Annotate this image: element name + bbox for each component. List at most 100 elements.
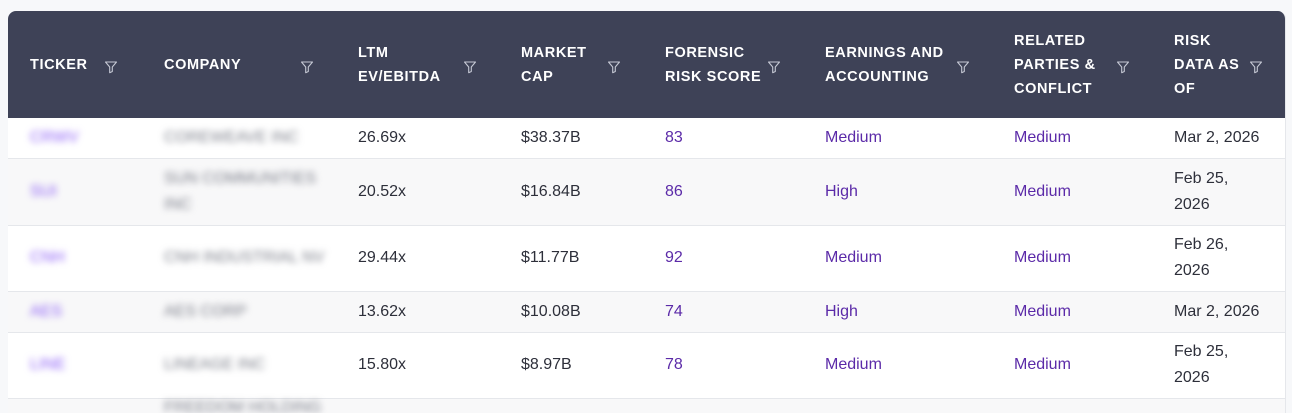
earnings-value: High: [825, 302, 858, 320]
cell-ev_ebitda: 26.69x: [336, 118, 499, 159]
cell-related: Medium: [992, 291, 1152, 333]
cell-ticker: [8, 398, 142, 413]
cell-date: Feb 25, 2026: [1152, 158, 1285, 226]
filter-icon[interactable]: [300, 58, 314, 73]
column-header-market-cap[interactable]: MARKET CAP: [499, 11, 643, 118]
ticker-link[interactable]: SUI: [30, 182, 57, 200]
cell-related: Medium: [992, 225, 1152, 292]
cell-score: 74: [643, 291, 803, 333]
company-value: SUN COMMUNITIES INC: [164, 169, 316, 213]
related-value: Medium: [1014, 302, 1071, 320]
ticker-link[interactable]: LINE: [30, 356, 66, 373]
cell-ev_ebitda: [336, 398, 499, 413]
column-header-label: TICKER: [30, 56, 88, 73]
cell-company: LINEAGE INC: [142, 332, 336, 399]
ev-ebitda-value: 20.52x: [358, 182, 407, 200]
column-header-label: EARNINGS AND ACCOUNTING: [825, 44, 944, 85]
table-row[interactable]: AES AES CORP 13.62x $10.08B 74 High Medium Mar …: [8, 291, 1285, 333]
filter-icon[interactable]: [607, 58, 621, 73]
ticker-link[interactable]: CNH: [30, 249, 65, 266]
market-cap-value: $10.08B: [521, 302, 581, 320]
table-row[interactable]: SUI SUN COMMUNITIES INC 20.52x $16.84B 86 Hig…: [8, 158, 1285, 226]
cell-ev_ebitda: 29.44x: [336, 225, 499, 292]
company-value: LINEAGE INC: [164, 356, 266, 373]
table-row[interactable]: CRWV COREWEAVE INC 26.69x $38.37B 83 Medium Me…: [8, 118, 1285, 159]
cell-company: SUN COMMUNITIES INC: [142, 158, 336, 226]
date-value: Mar 2, 2026: [1174, 302, 1260, 320]
cell-earnings: Medium: [803, 225, 992, 292]
filter-icon[interactable]: [956, 58, 970, 73]
column-header-ev-ebitda[interactable]: LTM EV/EBITDA: [336, 11, 499, 118]
score-value: 83: [665, 128, 683, 146]
column-header-label: LTM EV/EBITDA: [358, 44, 441, 85]
cell-score: 78: [643, 332, 803, 399]
cell-date: Mar 2, 2026: [1152, 291, 1285, 333]
cell-company: COREWEAVE INC: [142, 118, 336, 159]
ev-ebitda-value: 26.69x: [358, 128, 407, 146]
filter-icon[interactable]: [767, 58, 781, 73]
filter-icon[interactable]: [1116, 58, 1130, 73]
cell-market_cap: $38.37B: [499, 118, 643, 159]
related-value: Medium: [1014, 128, 1071, 146]
cell-score: 83: [643, 118, 803, 159]
risk-table-container: TICKER COMPANY LTM EV/EBITDA MARKET CAP …: [8, 11, 1286, 413]
cell-market_cap: $11.77B: [499, 225, 643, 292]
ev-ebitda-value: 13.62x: [358, 302, 407, 320]
earnings-value: High: [825, 182, 858, 200]
market-cap-value: $38.37B: [521, 128, 581, 146]
related-value: Medium: [1014, 182, 1071, 200]
ev-ebitda-value: 15.80x: [358, 356, 407, 373]
related-value: Medium: [1014, 249, 1071, 266]
cell-related: Medium: [992, 158, 1152, 226]
filter-icon[interactable]: [104, 58, 118, 73]
column-header-date[interactable]: RISK DATA AS OF: [1152, 11, 1285, 118]
cell-ticker: LINE: [8, 332, 142, 399]
earnings-value: Medium: [825, 249, 882, 266]
ticker-link[interactable]: CRWV: [30, 128, 79, 146]
cell-date: Feb 26, 2026: [1152, 225, 1285, 292]
cell-related: Medium: [992, 118, 1152, 159]
column-header-label: FORENSIC RISK SCORE: [665, 44, 762, 85]
column-header-label: RELATED PARTIES & CONFLICT: [1014, 32, 1096, 97]
filter-icon[interactable]: [463, 58, 477, 73]
cell-score: [643, 398, 803, 413]
score-value: 74: [665, 302, 683, 320]
score-value: 92: [665, 249, 683, 266]
cell-ticker: SUI: [8, 158, 142, 226]
column-header-score[interactable]: FORENSIC RISK SCORE: [643, 11, 803, 118]
cell-score: 86: [643, 158, 803, 226]
cell-ev_ebitda: 20.52x: [336, 158, 499, 226]
date-value: Mar 2, 2026: [1174, 128, 1260, 146]
earnings-value: Medium: [825, 128, 882, 146]
cell-earnings: High: [803, 291, 992, 333]
cell-date: [1152, 398, 1285, 413]
table-row[interactable]: FREEDOM HOLDING: [8, 398, 1285, 413]
date-value: Feb 25, 2026: [1174, 169, 1229, 213]
column-header-earnings[interactable]: EARNINGS AND ACCOUNTING: [803, 11, 992, 118]
cell-earnings: [803, 398, 992, 413]
column-header-related[interactable]: RELATED PARTIES & CONFLICT: [992, 11, 1152, 118]
cell-market_cap: $16.84B: [499, 158, 643, 226]
cell-ticker: CNH: [8, 225, 142, 292]
date-value: Feb 25, 2026: [1174, 343, 1229, 386]
company-value: CNH INDUSTRIAL NV: [164, 249, 325, 266]
market-cap-value: $16.84B: [521, 182, 581, 200]
cell-market_cap: $10.08B: [499, 291, 643, 333]
cell-related: [992, 398, 1152, 413]
table-row[interactable]: CNH CNH INDUSTRIAL NV 29.44x $11.77B 92 Mediu…: [8, 225, 1285, 292]
cell-company: CNH INDUSTRIAL NV: [142, 225, 336, 292]
cell-earnings: High: [803, 158, 992, 226]
score-value: 86: [665, 182, 683, 200]
ticker-link[interactable]: AES: [30, 302, 63, 320]
filter-icon[interactable]: [1249, 58, 1263, 73]
cell-ev_ebitda: 13.62x: [336, 291, 499, 333]
related-value: Medium: [1014, 356, 1071, 373]
cell-earnings: Medium: [803, 332, 992, 399]
cell-market_cap: $8.97B: [499, 332, 643, 399]
column-header-ticker[interactable]: TICKER: [8, 11, 142, 118]
cell-date: Mar 2, 2026: [1152, 118, 1285, 159]
table-row[interactable]: LINE LINEAGE INC 15.80x $8.97B 78 Medium Mediu…: [8, 332, 1285, 399]
cell-market_cap: [499, 398, 643, 413]
risk-table: TICKER COMPANY LTM EV/EBITDA MARKET CAP …: [8, 11, 1285, 413]
column-header-company[interactable]: COMPANY: [142, 11, 336, 118]
